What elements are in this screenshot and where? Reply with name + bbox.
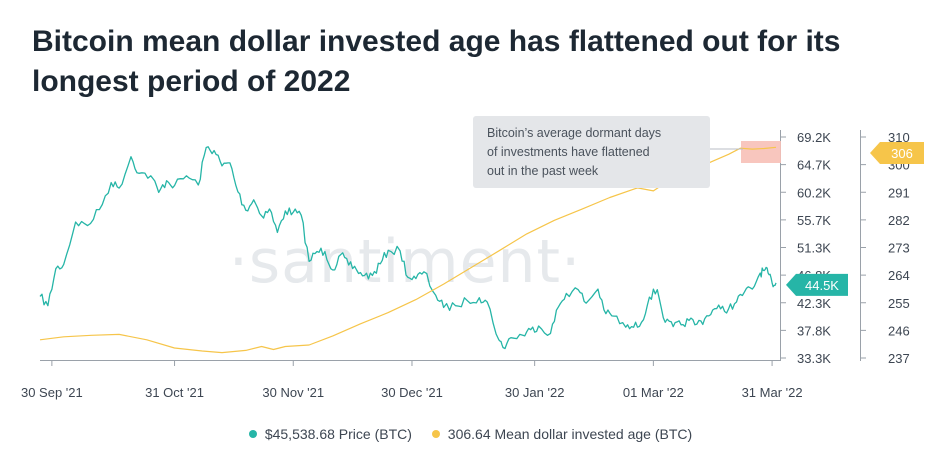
flatten-highlight-box (741, 141, 781, 163)
chart-title: Bitcoin mean dollar invested age has fla… (32, 25, 841, 98)
annotation-box (473, 116, 710, 188)
left-tick-label: 64.7K (797, 158, 831, 173)
left-tick-label: 42.3K (797, 296, 831, 311)
right-tick-label: 273 (888, 241, 910, 256)
legend-item-mdia[interactable]: 306.64 Mean dollar invested age (BTC) (431, 426, 693, 442)
left-tick-label: 33.3K (797, 351, 831, 366)
left-tick-label: 55.7K (797, 213, 831, 228)
price-badge-shape (786, 273, 848, 296)
left-tick-label: 60.2K (797, 185, 831, 200)
x-tick-label: 01 Mar '22 (623, 385, 684, 400)
annotation-line-3: out in the past week (487, 164, 599, 178)
right-tick-label: 246 (888, 323, 910, 338)
right-tick-label: 310 (888, 130, 910, 145)
right-tick-label: 237 (888, 351, 910, 366)
right-tick-label: 291 (888, 185, 910, 200)
mdia-badge-value: 306 (891, 146, 913, 161)
x-tick-label: 31 Oct '21 (145, 385, 204, 400)
annotation-line-2: of investments have flattened (487, 145, 650, 159)
left-tick-label: 37.8K (797, 323, 831, 338)
watermark: ·santiment· (229, 227, 581, 297)
annotation-callout: Bitcoin’s average dormant days of invest… (473, 116, 743, 188)
right-tick-label: 255 (888, 296, 910, 311)
price-current-badge: 44.5K (786, 273, 848, 296)
x-tick-label: 31 Mar '22 (742, 385, 803, 400)
left-tick-label: 51.3K (797, 241, 831, 256)
mdia-badge-shape (870, 142, 924, 164)
right-tick-label: 282 (888, 213, 910, 228)
legend-item-price[interactable]: $45,538.68 Price (BTC) (248, 426, 412, 442)
legend-label-price: $45,538.68 Price (BTC) (264, 426, 412, 442)
x-ticks: 30 Sep '21 31 Oct '21 30 Nov '21 30 Dec '21… (21, 361, 803, 400)
x-tick-label: 30 Jan '22 (505, 385, 565, 400)
price-legend-dot (248, 430, 257, 439)
price-badge-value: 44.5K (805, 278, 839, 293)
annotation-line-1: Bitcoin’s average dormant days (487, 126, 661, 140)
x-tick-label: 30 Sep '21 (21, 385, 83, 400)
price-series-line (39, 146, 777, 350)
x-tick-label: 30 Nov '21 (262, 385, 324, 400)
left-axis-ticks: 69.2K64.7K60.2K55.7K51.3K46.8K42.3K37.8K… (780, 130, 831, 366)
x-tick-label: 30 Dec '21 (381, 385, 443, 400)
legend: $45,538.68 Price (BTC) 306.64 Mean dolla… (0, 426, 941, 442)
mdia-current-badge: 306 (870, 142, 924, 164)
right-tick-label: 264 (888, 268, 910, 283)
mdia-legend-dot (431, 430, 440, 439)
axes-frame (40, 130, 861, 361)
legend-label-mdia: 306.64 Mean dollar invested age (BTC) (447, 426, 693, 442)
left-tick-label: 69.2K (797, 130, 831, 145)
